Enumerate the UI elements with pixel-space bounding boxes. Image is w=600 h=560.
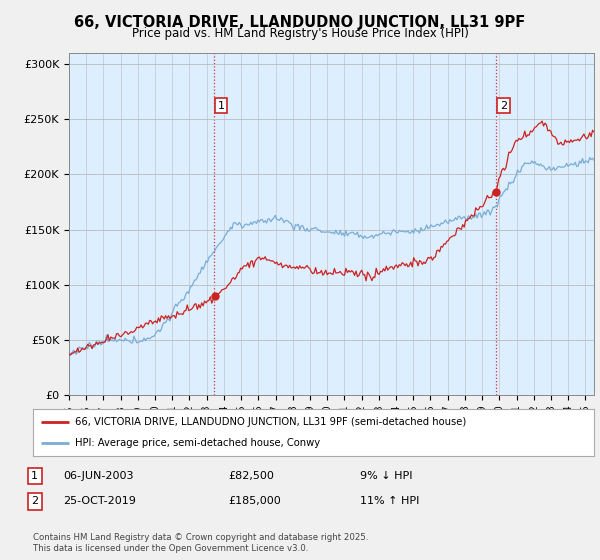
Text: 25-OCT-2019: 25-OCT-2019 (63, 496, 136, 506)
Text: HPI: Average price, semi-detached house, Conwy: HPI: Average price, semi-detached house,… (75, 438, 320, 448)
Text: £82,500: £82,500 (228, 471, 274, 481)
Text: £185,000: £185,000 (228, 496, 281, 506)
Text: 2: 2 (500, 101, 507, 110)
Text: 66, VICTORIA DRIVE, LLANDUDNO JUNCTION, LL31 9PF (semi-detached house): 66, VICTORIA DRIVE, LLANDUDNO JUNCTION, … (75, 417, 466, 427)
Text: 9% ↓ HPI: 9% ↓ HPI (360, 471, 413, 481)
Text: 66, VICTORIA DRIVE, LLANDUDNO JUNCTION, LL31 9PF: 66, VICTORIA DRIVE, LLANDUDNO JUNCTION, … (74, 15, 526, 30)
Text: 11% ↑ HPI: 11% ↑ HPI (360, 496, 419, 506)
Text: 2: 2 (31, 496, 38, 506)
Text: 1: 1 (218, 101, 225, 110)
Text: 06-JUN-2003: 06-JUN-2003 (63, 471, 133, 481)
Text: Contains HM Land Registry data © Crown copyright and database right 2025.
This d: Contains HM Land Registry data © Crown c… (33, 533, 368, 553)
Text: 1: 1 (31, 471, 38, 481)
Text: Price paid vs. HM Land Registry's House Price Index (HPI): Price paid vs. HM Land Registry's House … (131, 27, 469, 40)
